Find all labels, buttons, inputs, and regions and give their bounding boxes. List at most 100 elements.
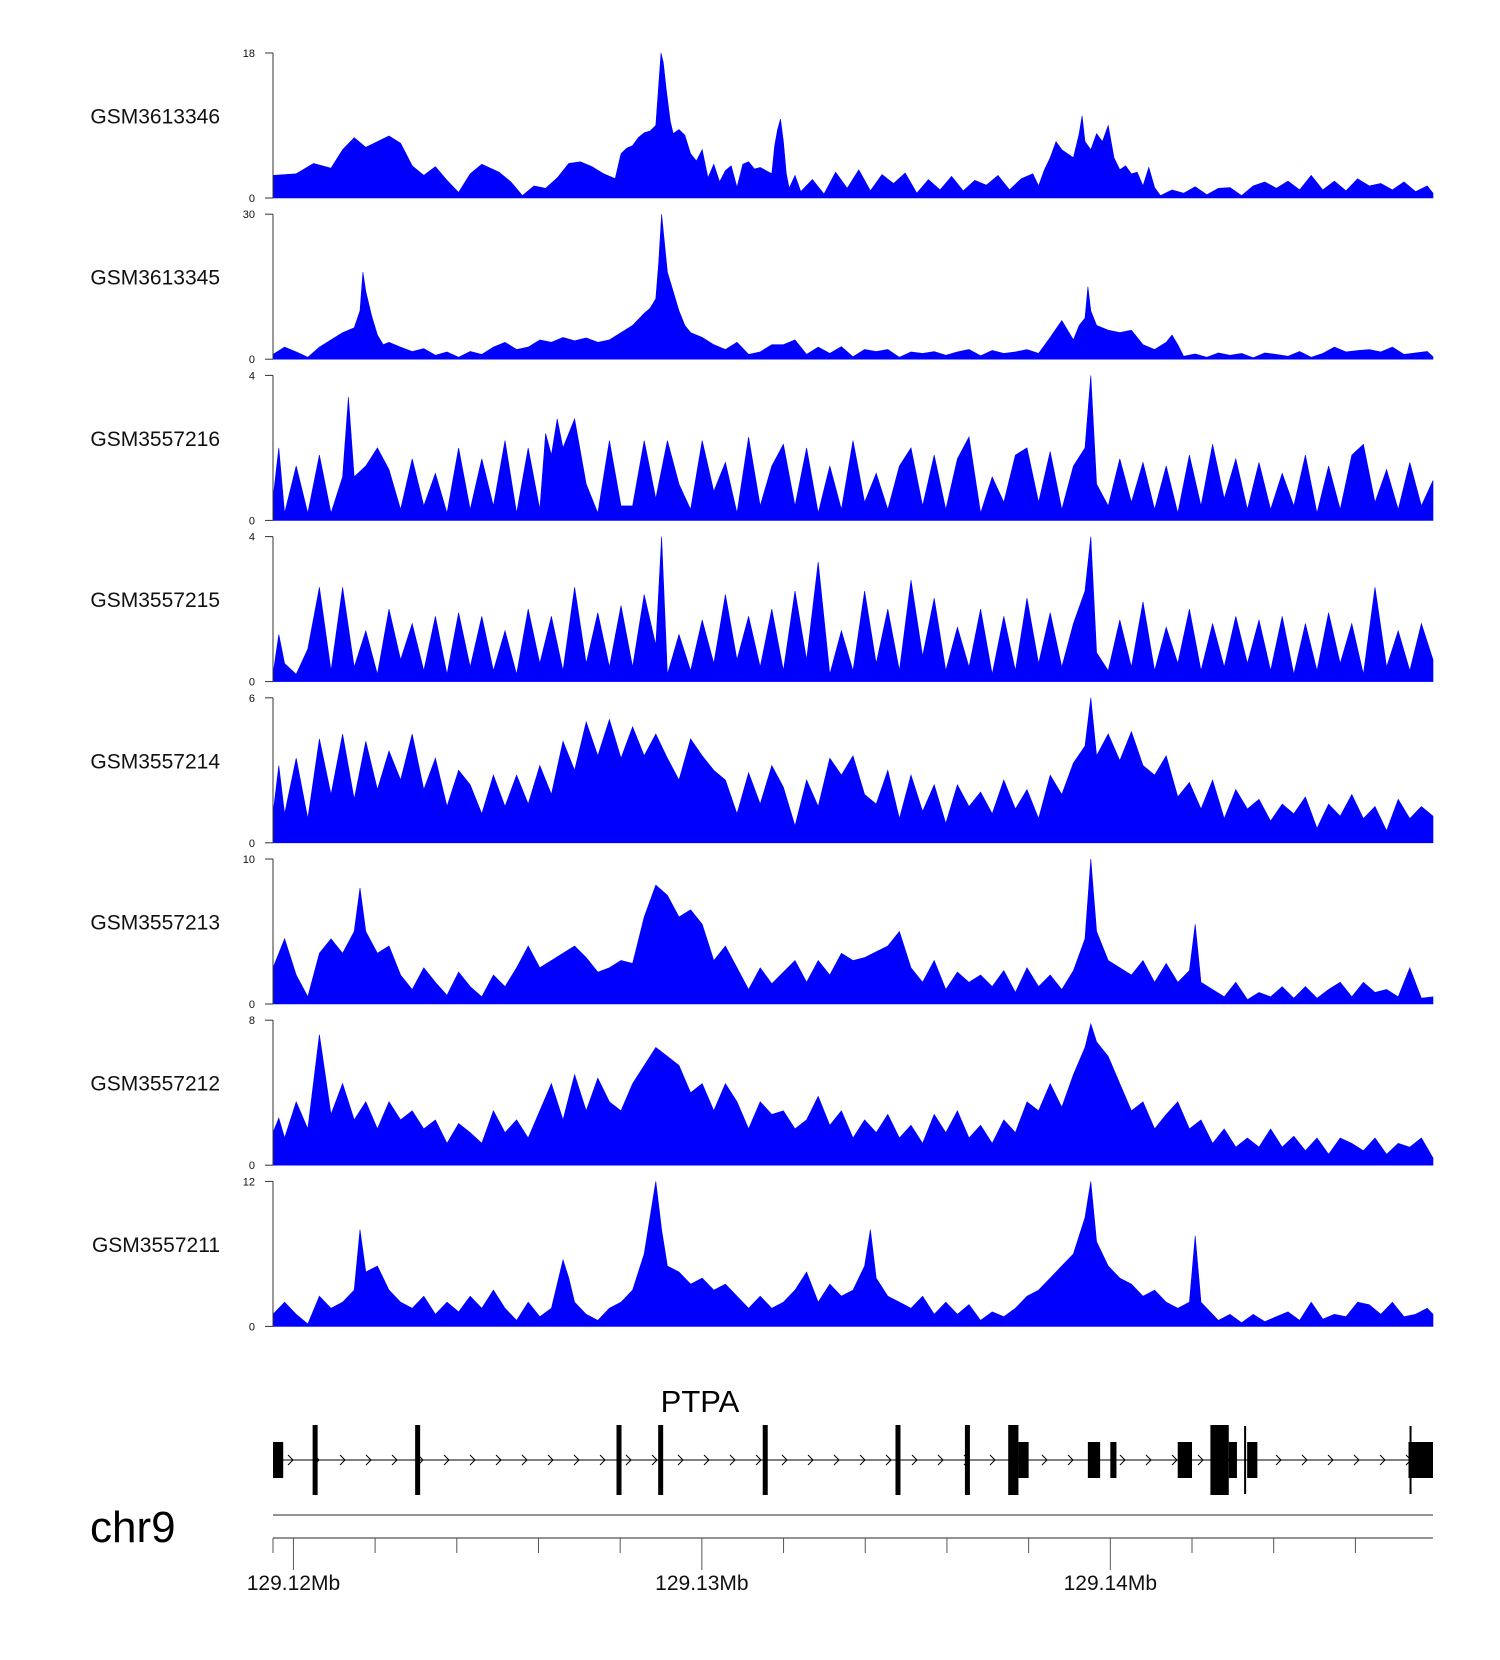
genome-axis: chr9 129.12Mb 129.13Mb 129.14Mb xyxy=(90,1503,1433,1595)
track-label: GSM3557215 xyxy=(90,589,220,612)
track-label: GSM3557212 xyxy=(90,1073,220,1096)
strand-arrow xyxy=(989,1454,996,1466)
strand-arrow xyxy=(885,1454,892,1466)
strand-arrow xyxy=(625,1454,632,1466)
y-tick-label-max: 4 xyxy=(249,370,255,382)
track-gsm3557215: GSM3557215 4 0 xyxy=(90,532,1434,689)
strand-arrow xyxy=(1197,1454,1204,1466)
strand-arrow xyxy=(911,1454,918,1466)
axis-tick-label: 129.14Mb xyxy=(1064,1572,1157,1595)
y-tick-label-max: 10 xyxy=(243,854,255,866)
exon-block xyxy=(1247,1442,1258,1478)
track-gsm3557214: GSM3557214 6 0 xyxy=(90,693,1434,850)
y-tick-label-min: 0 xyxy=(249,838,255,850)
strand-arrow xyxy=(755,1454,762,1466)
strand-arrow xyxy=(599,1454,606,1466)
coverage-area xyxy=(272,697,1434,844)
track-label: GSM3557213 xyxy=(90,912,220,935)
exon-block xyxy=(312,1425,318,1495)
strand-arrow xyxy=(1119,1454,1126,1466)
strand-arrow xyxy=(1145,1454,1152,1466)
strand-arrow xyxy=(677,1454,684,1466)
track-gsm3557211: GSM3557211 12 0 xyxy=(92,1176,1434,1333)
y-tick-label-min: 0 xyxy=(249,1321,255,1333)
exon-block xyxy=(1018,1442,1029,1478)
track-gsm3557216: GSM3557216 4 0 xyxy=(90,370,1434,527)
exon-block xyxy=(1087,1442,1101,1478)
axis-tick-label: 129.13Mb xyxy=(655,1572,748,1595)
track-label: GSM3557214 xyxy=(90,750,220,773)
exon-block xyxy=(1228,1442,1237,1478)
strand-arrow xyxy=(859,1454,866,1466)
y-tick-label-min: 0 xyxy=(249,354,255,366)
strand-arrow xyxy=(339,1454,346,1466)
y-tick-label-max: 6 xyxy=(249,693,255,705)
y-tick-label-min: 0 xyxy=(249,999,255,1011)
exon-block xyxy=(1008,1425,1019,1495)
track-label: GSM3613346 xyxy=(90,106,220,129)
exon-block xyxy=(964,1425,970,1495)
chromosome-label: chr9 xyxy=(90,1503,176,1552)
strand-arrow xyxy=(469,1454,476,1466)
track-label: GSM3613345 xyxy=(90,267,220,290)
strand-arrow xyxy=(1301,1454,1308,1466)
y-tick-label-max: 30 xyxy=(243,209,255,221)
exon-block xyxy=(895,1425,901,1495)
strand-arrow xyxy=(1275,1454,1282,1466)
coverage-area xyxy=(272,536,1434,682)
exon-block xyxy=(415,1425,421,1495)
exon-block xyxy=(616,1425,622,1495)
strand-arrow xyxy=(1327,1454,1334,1466)
exon-block xyxy=(658,1425,664,1495)
strand-arrow xyxy=(1067,1454,1074,1466)
track-label: GSM3557216 xyxy=(90,428,220,451)
gene-model-track: PTPA xyxy=(273,1384,1433,1495)
strand-arrow xyxy=(729,1454,736,1466)
strand-arrow xyxy=(365,1454,372,1466)
strand-arrow xyxy=(1379,1454,1386,1466)
strand-arrow xyxy=(391,1454,398,1466)
exon-block xyxy=(762,1425,768,1495)
coverage-area xyxy=(272,375,1434,521)
strand-arrow xyxy=(547,1454,554,1466)
y-tick-label-min: 0 xyxy=(249,193,255,205)
strand-arrow xyxy=(1353,1454,1360,1466)
exon-block xyxy=(273,1442,284,1478)
y-tick-label-max: 4 xyxy=(249,532,255,544)
coverage-area xyxy=(272,1022,1434,1166)
track-gsm3557212: GSM3557212 8 0 xyxy=(90,1015,1434,1172)
exon-block xyxy=(1110,1442,1117,1478)
coverage-tracks: GSM3613346180GSM3613345300GSM355721640GS… xyxy=(90,48,1434,1333)
strand-arrow xyxy=(521,1454,528,1466)
coverage-area xyxy=(272,52,1434,199)
y-tick-label-max: 8 xyxy=(249,1015,255,1027)
strand-arrow xyxy=(1171,1454,1178,1466)
y-tick-label-max: 18 xyxy=(243,48,255,60)
exon-block xyxy=(1177,1442,1193,1478)
axis-tick-label: 129.12Mb xyxy=(247,1572,340,1595)
strand-arrow xyxy=(287,1454,294,1466)
coverage-area xyxy=(272,858,1434,1005)
strand-arrow xyxy=(781,1454,788,1466)
strand-arrow xyxy=(937,1454,944,1466)
strand-arrow xyxy=(443,1454,450,1466)
y-tick-label-min: 0 xyxy=(249,515,255,527)
strand-arrow xyxy=(833,1454,840,1466)
strand-arrow xyxy=(495,1454,502,1466)
y-tick-label-min: 0 xyxy=(249,1160,255,1172)
strand-arrow xyxy=(573,1454,580,1466)
gene-label-ptpa: PTPA xyxy=(661,1384,740,1419)
coverage-area xyxy=(272,1181,1434,1327)
exon-block xyxy=(1210,1425,1229,1495)
track-gsm3613346: GSM3613346 18 0 xyxy=(90,48,1434,205)
strand-arrow xyxy=(703,1454,710,1466)
y-tick-label-min: 0 xyxy=(249,677,255,689)
track-label: GSM3557211 xyxy=(92,1234,220,1257)
track-gsm3613345: GSM3613345 30 0 xyxy=(90,209,1434,366)
exon-block xyxy=(1408,1442,1433,1478)
y-tick-label-max: 12 xyxy=(243,1176,255,1188)
coverage-area xyxy=(272,214,1434,360)
strand-arrow xyxy=(1041,1454,1048,1466)
track-gsm3557213: GSM3557213 10 0 xyxy=(90,854,1434,1011)
